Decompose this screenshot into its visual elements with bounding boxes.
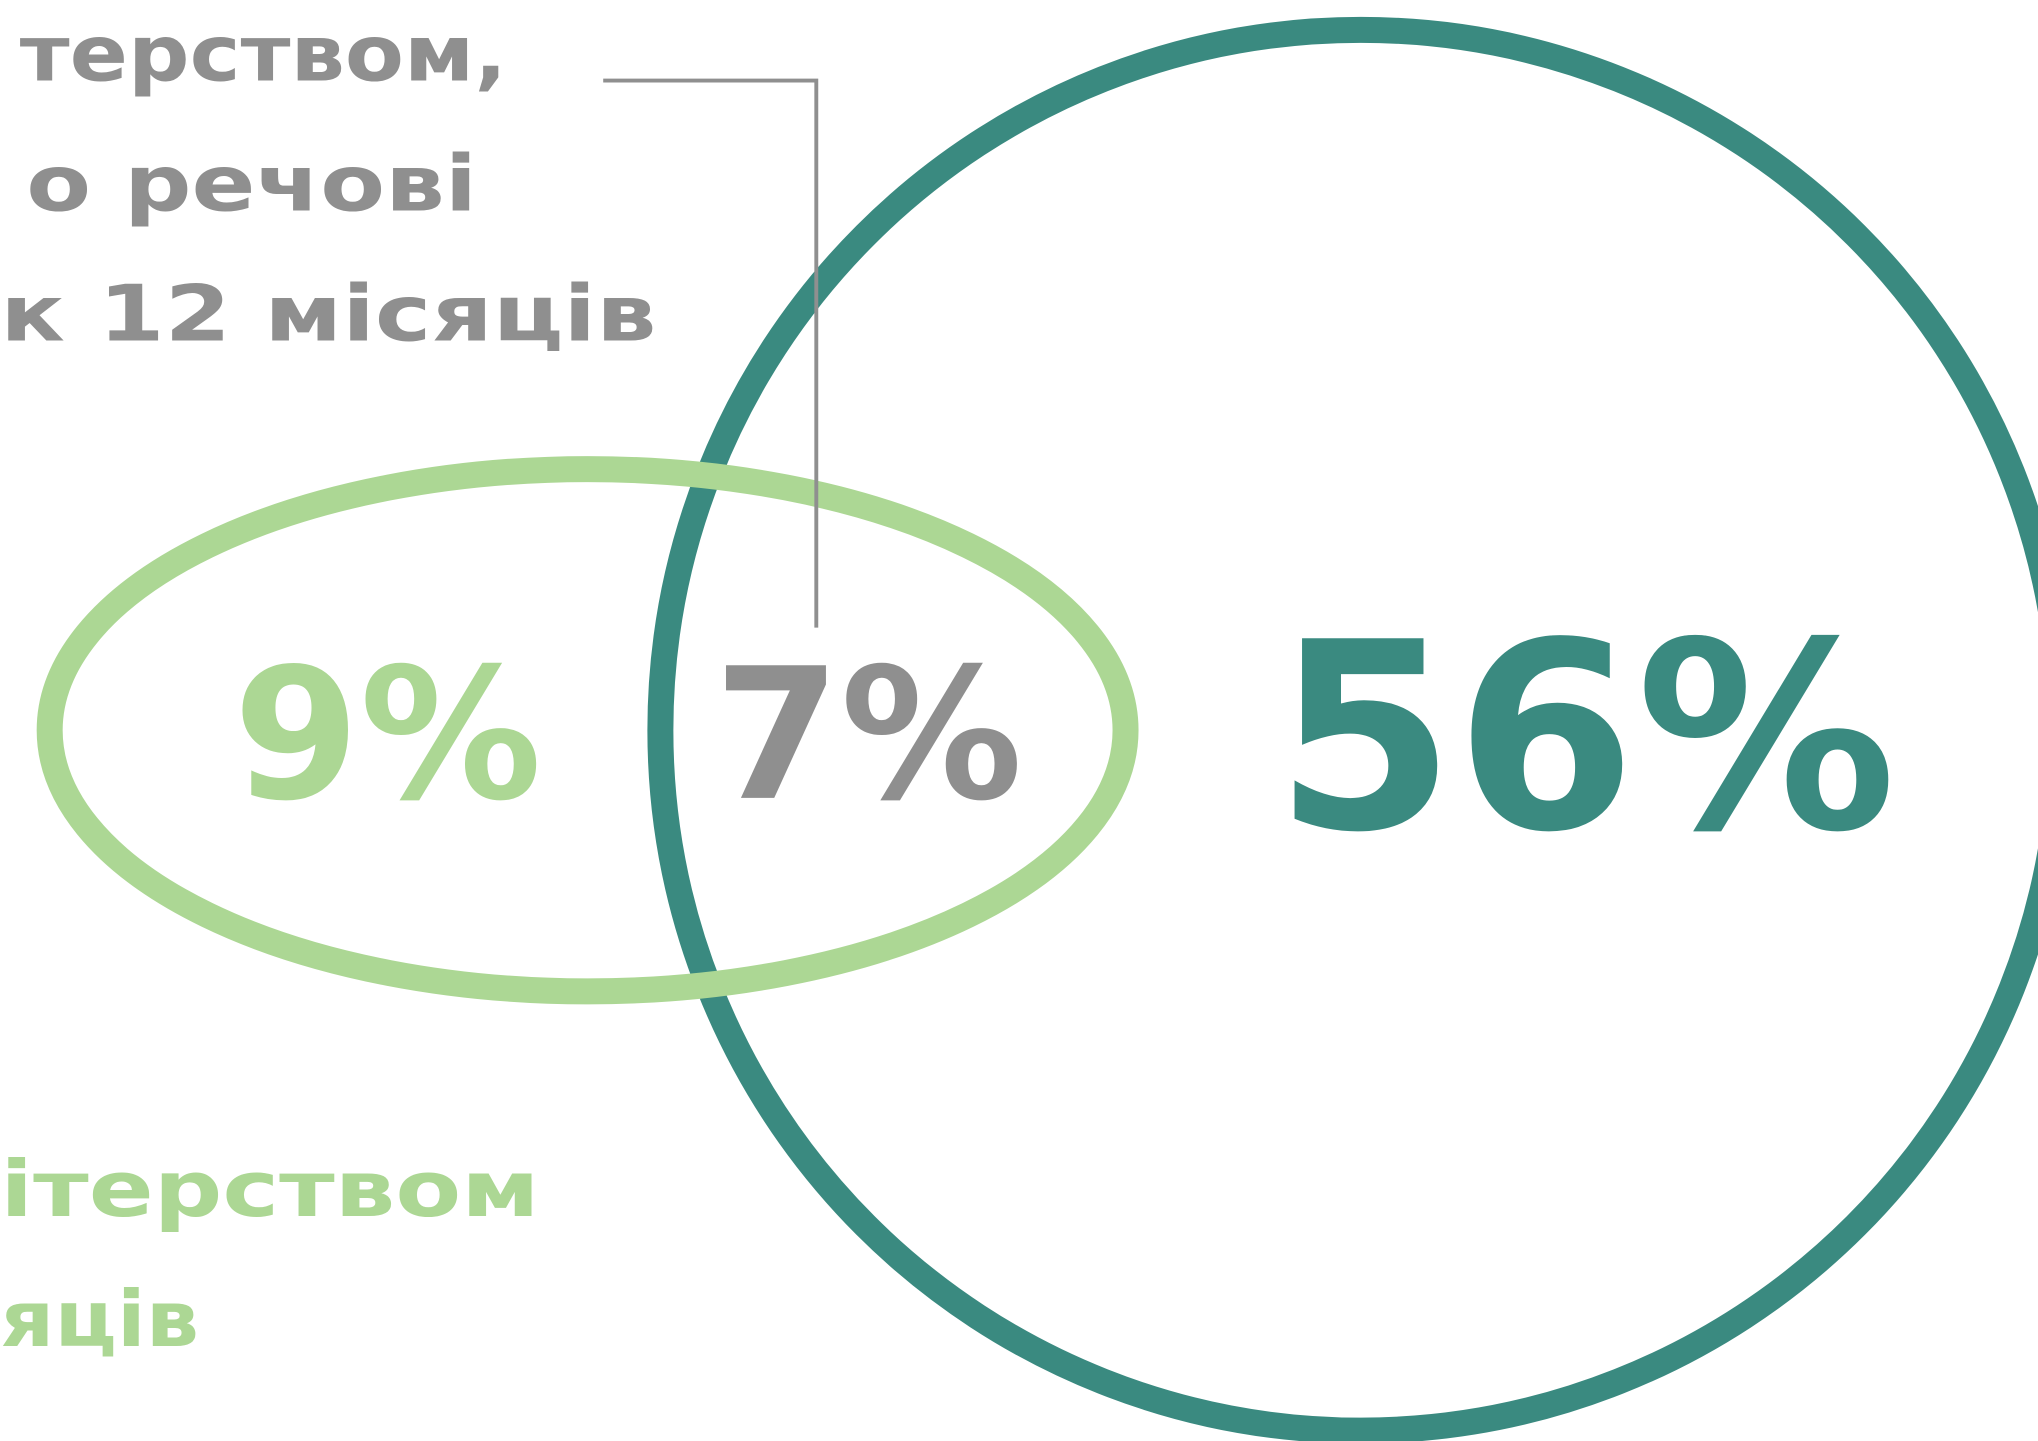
region-value: 7% (714, 629, 1023, 841)
small-ellipse (36, 456, 1139, 1005)
top-label-line: к 12 місяців (0, 269, 656, 359)
top-label-line: о речові (26, 139, 477, 229)
region-value: 9% (233, 629, 542, 841)
leader-line (603, 78, 819, 628)
top-label-line: терством, (20, 10, 507, 100)
large-circle (647, 17, 2038, 1441)
bottom-label-line: ітерством (0, 1145, 539, 1235)
bottom-label-line: яців (0, 1275, 199, 1365)
region-value: 56% (1275, 588, 1897, 890)
